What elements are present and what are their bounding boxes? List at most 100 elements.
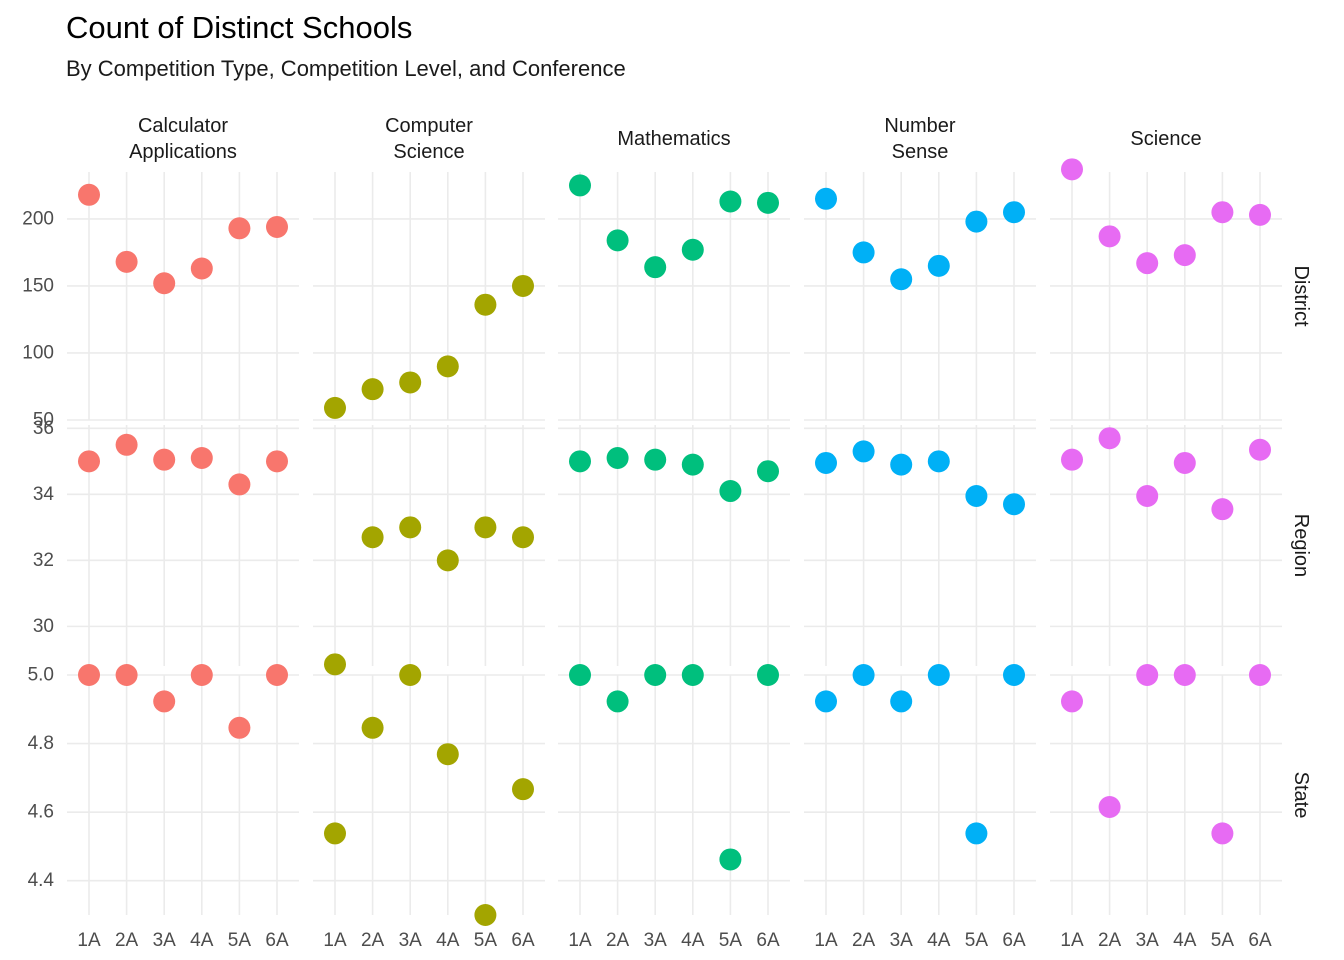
x-tick-label: 1A (568, 930, 592, 951)
chart-subtitle: By Competition Type, Competition Level, … (66, 56, 626, 81)
data-point-calculator-applications-state-4a (190, 664, 213, 686)
data-point-computer-science-state-4a (436, 743, 459, 766)
data-point-science-region-6a (1249, 438, 1271, 461)
x-tick-label: 4A (190, 930, 214, 951)
data-point-computer-science-district-5a (474, 293, 497, 316)
data-point-number-sense-region-2a (852, 440, 875, 463)
x-tick-label: 4A (927, 930, 951, 951)
data-points (78, 158, 1271, 926)
data-point-science-district-3a (1136, 252, 1159, 275)
facet-panel-mathematics-state (558, 674, 790, 915)
data-point-computer-science-region-4a (436, 549, 459, 572)
x-tick-label: 5A (474, 930, 498, 951)
data-point-mathematics-region-2a (606, 447, 629, 470)
y-axes: 50 100 150 200 30 32 34 36 4.4 4.6 4.8 5.0 (22, 208, 54, 891)
x-tick-label: 2A (361, 930, 385, 951)
data-point-computer-science-district-6a (512, 274, 534, 297)
x-tick-label: 1A (814, 930, 838, 951)
facet-panel-computer-science-region (313, 425, 545, 666)
data-point-number-sense-region-3a (890, 453, 913, 476)
data-point-mathematics-state-2a (606, 690, 629, 713)
data-point-computer-science-region-6a (512, 526, 534, 549)
data-point-mathematics-district-2a (606, 229, 629, 252)
x-tick-label: 5A (965, 930, 989, 951)
data-point-calculator-applications-state-1a (78, 664, 100, 686)
y-tick-label: 150 (22, 275, 54, 296)
data-point-science-region-1a (1061, 448, 1083, 471)
data-point-computer-science-district-4a (436, 355, 459, 378)
data-point-number-sense-region-6a (1003, 493, 1025, 516)
data-point-number-sense-state-6a (1003, 664, 1025, 686)
column-strip-label-line: Computer (385, 115, 473, 137)
facet-panel-number-sense-district (804, 172, 1036, 421)
data-point-mathematics-state-3a (644, 664, 667, 686)
y-tick-label: 36 (33, 418, 54, 439)
data-point-computer-science-region-1a (324, 653, 346, 676)
data-point-calculator-applications-state-6a (266, 664, 288, 686)
data-point-mathematics-district-5a (719, 190, 742, 213)
y-tick-label: 100 (22, 342, 54, 363)
data-point-computer-science-state-2a (361, 716, 384, 739)
data-point-number-sense-state-2a (852, 664, 875, 686)
data-point-mathematics-state-4a (681, 664, 704, 686)
x-tick-label: 6A (1002, 930, 1026, 951)
data-point-science-district-6a (1249, 203, 1271, 226)
x-tick-label: 3A (644, 930, 668, 951)
data-point-number-sense-district-1a (815, 187, 837, 210)
data-point-mathematics-district-6a (757, 191, 779, 214)
data-point-calculator-applications-district-3a (153, 272, 176, 295)
data-point-science-state-3a (1136, 664, 1159, 686)
x-tick-label: 6A (511, 930, 535, 951)
data-point-science-state-6a (1249, 664, 1271, 686)
data-point-calculator-applications-region-5a (228, 473, 251, 496)
data-point-number-sense-region-4a (927, 450, 950, 473)
chart-title: Count of Distinct Schools (66, 10, 413, 45)
x-tick-label: 6A (265, 930, 289, 951)
column-strip-label-science: Science (1130, 128, 1201, 150)
data-point-science-district-5a (1211, 201, 1234, 224)
column-strip-label-calculator-applications: Calculator Applications (129, 115, 237, 163)
x-tick-label: 3A (1136, 930, 1160, 951)
data-point-calculator-applications-district-1a (78, 183, 100, 206)
x-tick-label: 4A (1173, 930, 1197, 951)
facet-panel-science-district (1050, 172, 1282, 421)
data-point-number-sense-state-4a (927, 664, 950, 686)
data-point-calculator-applications-region-6a (266, 450, 288, 473)
data-point-number-sense-district-6a (1003, 201, 1025, 224)
column-strip-label-line: Calculator (138, 115, 228, 137)
data-point-computer-science-state-1a (324, 822, 346, 845)
data-point-computer-science-state-5a (474, 904, 497, 926)
facet-strip-labels: District Region State Calculator Application… (129, 115, 1312, 818)
data-point-science-state-5a (1211, 822, 1234, 845)
x-tick-label: 6A (1248, 930, 1272, 951)
data-point-number-sense-region-1a (815, 451, 837, 474)
data-point-computer-science-region-2a (361, 526, 384, 549)
x-tick-label: 3A (399, 930, 423, 951)
data-point-science-district-1a (1061, 158, 1083, 181)
data-point-science-region-5a (1211, 498, 1234, 521)
x-tick-label: 3A (153, 930, 177, 951)
facet-panel-calculator-applications-state (67, 674, 299, 915)
facet-panel-number-sense-region (804, 425, 1036, 666)
x-tick-label: 1A (323, 930, 347, 951)
data-point-calculator-applications-region-4a (190, 447, 213, 470)
data-point-mathematics-region-4a (681, 453, 704, 476)
x-tick-label: 2A (1098, 930, 1122, 951)
x-axes: 1A 2A 3A 4A 5A 6A 1A 2A 3A 4A 5A 6A 1A 2A 3A 4A 5A 6A 1A 2A… (77, 930, 1272, 951)
data-point-mathematics-district-3a (644, 256, 667, 279)
x-tick-label: 4A (436, 930, 460, 951)
y-tick-label: 50 (33, 410, 54, 431)
data-point-number-sense-district-3a (890, 268, 913, 291)
x-tick-label: 2A (606, 930, 630, 951)
data-point-calculator-applications-region-2a (115, 433, 138, 456)
x-tick-label: 1A (1060, 930, 1084, 951)
data-point-number-sense-district-4a (927, 254, 950, 277)
data-point-mathematics-state-5a (719, 848, 742, 871)
facet-panel-science-state (1050, 674, 1282, 915)
data-point-science-region-2a (1098, 427, 1121, 450)
data-point-number-sense-state-3a (890, 690, 913, 713)
data-point-calculator-applications-district-5a (228, 217, 251, 240)
data-point-computer-science-district-2a (361, 378, 384, 401)
x-tick-label: 2A (115, 930, 139, 951)
